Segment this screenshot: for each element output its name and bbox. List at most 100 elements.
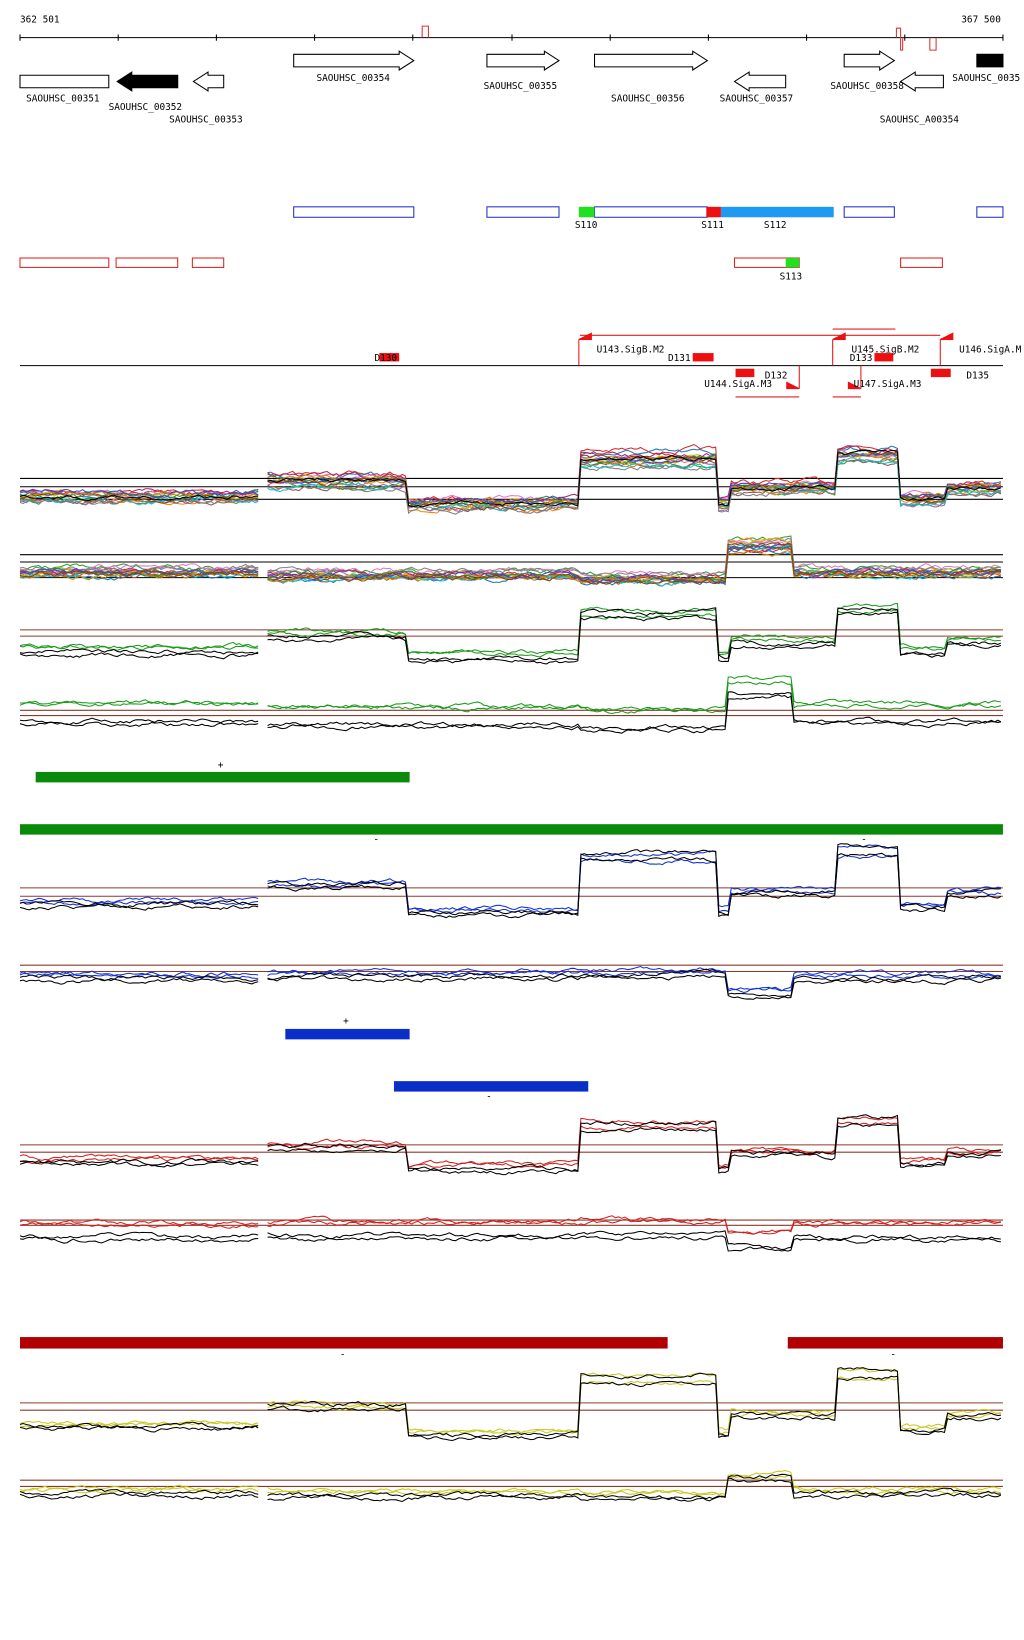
segment-label: S113 [780, 271, 803, 282]
segment-label: S112 [764, 220, 787, 231]
promoter-label: D135 [966, 371, 989, 382]
region-bar [20, 824, 1003, 835]
promoter-flag [786, 365, 800, 390]
signal-trace [19, 852, 1002, 919]
promoter-box [874, 353, 894, 362]
gene-arrow [486, 50, 560, 71]
promoter-label: U143.SigB.M2 [597, 344, 665, 355]
signal-trace [19, 974, 1002, 1000]
promoter-flag [847, 365, 862, 390]
strand-mark: - [890, 1349, 896, 1360]
gene-arrow [192, 71, 225, 92]
promoter-label: U147.SigA.M3 [854, 379, 922, 390]
segment [115, 257, 179, 268]
signal-trace [19, 1375, 1002, 1442]
signal-trace [19, 1230, 1001, 1251]
region-bar [787, 1337, 1003, 1349]
signal-trace [19, 969, 1001, 994]
signal-trace [19, 611, 1002, 665]
signal-trace [19, 543, 1002, 585]
segment [720, 206, 834, 218]
signal-trace [19, 1477, 1002, 1503]
segment [486, 206, 560, 218]
ruler-end: 367 500 [961, 14, 1001, 25]
segment-label: S110 [575, 220, 598, 231]
promoter-box [692, 353, 714, 362]
segment [19, 257, 110, 268]
segment-label: S111 [701, 220, 724, 231]
signal-trace [19, 968, 1001, 997]
signal-trace [19, 694, 1001, 734]
gene-label: SAOUHSC_A00354 [880, 115, 959, 126]
signal-trace [19, 966, 1002, 992]
gene-label: SAOUHSC_00355 [484, 81, 558, 92]
promoter-box [379, 353, 400, 362]
gene-label: SAOUHSC_00358 [830, 81, 904, 92]
signal-trace [19, 681, 1002, 714]
gene-arrow [733, 71, 787, 92]
promoter-label: D130 [374, 353, 397, 364]
gene-label: SAOUHSC_00352 [109, 102, 182, 113]
strand-mark: + [218, 760, 224, 771]
segment [578, 206, 595, 218]
gene-label: SAOUHSC_00354 [316, 73, 390, 84]
promoter-label: U145.SigB.M2 [851, 344, 919, 355]
gene-label: SAOUHSC_0035 [952, 73, 1020, 84]
signal-trace [19, 606, 1002, 662]
segment [785, 258, 800, 268]
ruler-feature [421, 25, 937, 51]
strand-mark: - [486, 1091, 492, 1102]
segment [706, 206, 721, 218]
signal-trace [19, 1235, 1001, 1252]
promoter-box [930, 368, 951, 378]
signal-trace [19, 1116, 1002, 1168]
region-bar [35, 771, 410, 783]
signal-trace [19, 457, 1001, 512]
signal-trace [19, 539, 1002, 578]
signal-trace [19, 1474, 1001, 1498]
signal-trace [19, 675, 1001, 713]
promoter-box [735, 368, 755, 378]
segment [900, 257, 943, 268]
signal-trace [19, 538, 1001, 584]
promoter-label: D131 [668, 353, 691, 364]
gene-label: SAOUHSC_00351 [26, 94, 100, 105]
gene-arrow [976, 53, 1004, 68]
promoter-flag [939, 332, 954, 366]
gene-arrow [116, 71, 179, 92]
segment [976, 206, 1004, 218]
signal-trace [19, 843, 1001, 917]
promoter-label: U144.SigA.M3 [704, 379, 772, 390]
signal-trace [19, 1376, 1001, 1436]
gene-arrow [843, 50, 896, 71]
segment [293, 206, 415, 218]
strand-mark: + [343, 1016, 349, 1027]
strand-mark: - [861, 834, 867, 845]
gene-label: SAOUHSC_00353 [169, 115, 243, 126]
signal-trace [19, 537, 1002, 584]
region-bar [20, 1337, 668, 1349]
signal-trace [19, 854, 1002, 913]
ruler-start: 362 501 [20, 14, 60, 25]
gene-label: SAOUHSC_00356 [611, 94, 685, 105]
signal-trace [19, 449, 1002, 508]
region-bar [393, 1081, 589, 1092]
promoter-flag [832, 332, 846, 366]
promoter-label: D133 [850, 353, 873, 364]
segment [191, 257, 225, 268]
gene-arrow [593, 50, 709, 71]
promoter-label: U146.SigA.M [959, 344, 1022, 355]
signal-trace [19, 1218, 1001, 1235]
promoter-flag [578, 332, 592, 366]
strand-mark: - [340, 1349, 346, 1360]
strand-mark: - [373, 834, 379, 845]
segment [843, 206, 895, 218]
segment [594, 206, 708, 218]
promoter-label: D132 [765, 371, 788, 382]
region-bar [285, 1028, 410, 1040]
gene-label: SAOUHSC_00357 [720, 94, 794, 105]
gene-arrow [19, 74, 110, 89]
gene-arrow [293, 50, 415, 71]
